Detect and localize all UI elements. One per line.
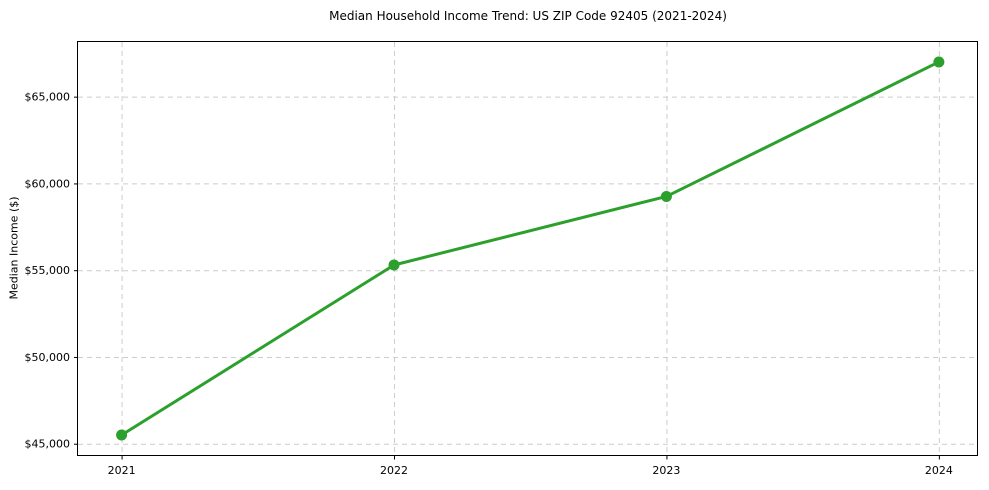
y-tick-label: $65,000 xyxy=(25,91,71,104)
y-axis-label: Median Income ($) xyxy=(7,196,21,300)
y-tick-label: $45,000 xyxy=(25,438,71,451)
x-tick-label: 2021 xyxy=(108,464,136,477)
plot-area-border xyxy=(77,41,978,456)
x-tick-label: 2022 xyxy=(380,464,408,477)
data-point-marker xyxy=(388,259,400,271)
y-tick-label: $60,000 xyxy=(25,177,71,190)
data-point-marker xyxy=(933,56,945,68)
y-tick-label: $50,000 xyxy=(25,351,71,364)
chart-title: Median Household Income Trend: US ZIP Co… xyxy=(329,9,727,23)
data-point-marker xyxy=(660,190,672,202)
data-line xyxy=(120,60,941,437)
data-point-marker xyxy=(116,429,128,441)
y-tick-label: $55,000 xyxy=(25,264,71,277)
x-tick-label: 2023 xyxy=(652,464,680,477)
x-tick-label: 2024 xyxy=(925,464,953,477)
